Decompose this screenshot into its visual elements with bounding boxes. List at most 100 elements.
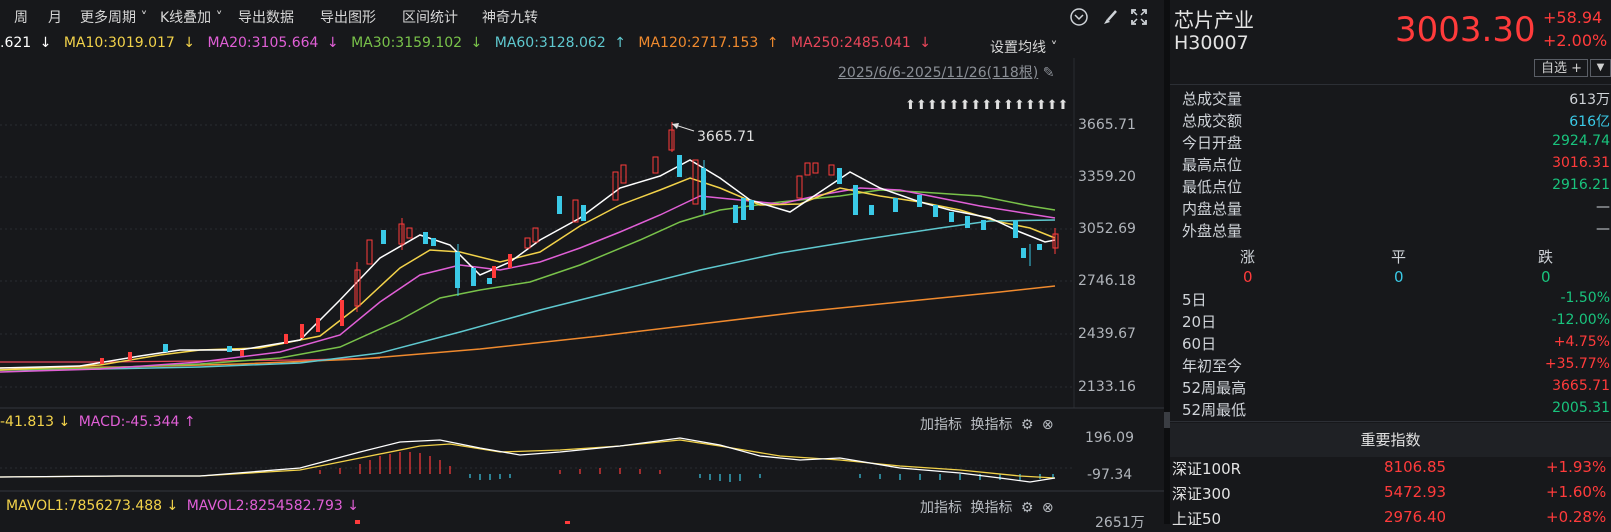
ma60-value: MA60:3128.062 ↑ — [494, 35, 626, 51]
up-count: 0 — [1243, 268, 1253, 286]
stat-value: 616亿 — [1569, 114, 1610, 130]
period-label: 20日 — [1182, 313, 1217, 331]
add-watchlist-button[interactable]: 自选 + — [1534, 59, 1588, 77]
stat-label: 外盘总量 — [1182, 222, 1243, 240]
period-week-button[interactable]: 周 — [14, 10, 28, 26]
period-label: 52周最低 — [1182, 401, 1247, 419]
ma-settings-button[interactable]: 设置均线 ˅ — [990, 37, 1057, 57]
export-data-button[interactable]: 导出数据 — [238, 10, 294, 26]
price-tick: 2746.18 — [1078, 273, 1136, 289]
high-point-label: 3665.71 — [697, 129, 755, 145]
close-icon[interactable]: ⊗ — [1041, 500, 1054, 516]
period-label: 5日 — [1182, 291, 1207, 309]
up-count-label: 涨 — [1240, 248, 1256, 266]
volume-axis-tick: 2651万 — [1095, 515, 1145, 531]
stat-value: — — [1596, 199, 1610, 215]
fullscreen-icon[interactable] — [1128, 6, 1150, 28]
kline-chart[interactable]: ⬆⬆⬆⬆⬆⬆⬆⬆⬆⬆⬆⬆⬆⬆⬆ — [0, 0, 1164, 524]
last-price: 3003.30 — [1395, 10, 1536, 50]
stat-label: 最高点位 — [1182, 156, 1243, 174]
range-stats-button[interactable]: 区间统计 — [402, 10, 458, 26]
add-indicator-button[interactable]: 加指标 — [920, 500, 962, 516]
kline-overlay-dropdown[interactable]: K线叠加 ˅ — [160, 7, 223, 27]
price-tick: 3665.71 — [1078, 117, 1136, 133]
indices-header: 重要指数 — [1170, 423, 1611, 457]
index-price: 5472.93 — [1384, 483, 1447, 501]
index-name[interactable]: 深证100R — [1172, 460, 1242, 478]
ma-settings-label: 设置均线 — [990, 40, 1046, 56]
index-price: 2976.40 — [1384, 508, 1447, 526]
divider — [1170, 84, 1611, 85]
add-indicator-button[interactable]: 加指标 — [920, 417, 962, 433]
gear-icon[interactable]: ⚙ — [1020, 417, 1034, 433]
stat-label: 今日开盘 — [1182, 134, 1243, 152]
ma5-value: .621 ↓ — [0, 35, 52, 51]
stat-label: 内盘总量 — [1182, 200, 1243, 218]
stat-label: 总成交量 — [1182, 90, 1243, 108]
volume-panel-actions: 加指标 换指标 ⚙ ⊗ — [920, 497, 1054, 517]
stock-code: H30007 — [1174, 32, 1249, 54]
down-count-label: 跌 — [1538, 248, 1554, 266]
price-tick: 2439.67 — [1078, 326, 1136, 342]
ma120-value: MA120:2717.153 ↑ — [638, 35, 779, 51]
stat-label: 总成交额 — [1182, 112, 1243, 130]
index-change-percent: +0.28% — [1546, 508, 1607, 526]
period-value: +35.77% — [1544, 356, 1610, 372]
macd-panel-actions: 加指标 换指标 ⚙ ⊗ — [920, 414, 1054, 434]
chevron-circle-icon[interactable] — [1068, 6, 1090, 28]
pin-icon[interactable]: ✎ — [1042, 65, 1055, 81]
macd-axis-tick: 196.09 — [1085, 430, 1134, 446]
brush-icon[interactable] — [1098, 6, 1120, 28]
swap-indicator-button[interactable]: 换指标 — [970, 500, 1013, 516]
index-name[interactable]: 深证300 — [1172, 485, 1231, 503]
export-image-button[interactable]: 导出图形 — [320, 10, 376, 26]
close-icon[interactable]: ⊗ — [1041, 417, 1054, 433]
ma10-value: MA10:3019.017 ↓ — [63, 35, 195, 51]
period-value: 3665.71 — [1552, 378, 1610, 394]
down-count: 0 — [1541, 268, 1551, 286]
magic-nine-markers: ⬆⬆⬆⬆⬆⬆⬆⬆⬆⬆⬆⬆⬆⬆⬆ — [905, 98, 1068, 113]
magic-nine-button[interactable]: 神奇九转 — [482, 10, 538, 26]
stat-value: 613万 — [1569, 92, 1610, 108]
date-range-text: 2025/6/6-2025/11/26(118根) — [838, 65, 1039, 81]
chart-toolbar: 周 月 更多周期 ˅ K线叠加 ˅ 导出数据 导出图形 区间统计 神奇九转 — [0, 0, 1168, 33]
index-change-percent: +1.60% — [1546, 483, 1607, 501]
price-tick: 3052.69 — [1078, 221, 1136, 237]
gear-icon[interactable]: ⚙ — [1020, 500, 1034, 516]
volume-legend: MAVOL1:7856273.488 ↓ MAVOL2:8254582.793 … — [6, 498, 359, 514]
price-change-percent: +2.00% — [1543, 31, 1608, 50]
watchlist-dropdown[interactable]: ▼ — [1590, 59, 1611, 77]
stat-value: 2924.74 — [1552, 133, 1610, 149]
index-price: 8106.85 — [1384, 458, 1447, 476]
period-label: 60日 — [1182, 335, 1217, 353]
dif-value: -41.813 ↓ — [0, 414, 71, 430]
period-label: 年初至今 — [1182, 357, 1243, 375]
stat-label: 最低点位 — [1182, 178, 1243, 196]
mavol2-value: MAVOL2:8254582.793 ↓ — [186, 498, 359, 514]
index-change-percent: +1.93% — [1546, 458, 1607, 476]
date-range-label: 2025/6/6-2025/11/26(118根) ✎ — [838, 62, 1054, 82]
price-change: +58.94 — [1543, 8, 1603, 27]
index-name[interactable]: 上证50 — [1172, 510, 1222, 528]
period-value: -1.50% — [1560, 290, 1610, 306]
macd-legend: -41.813 ↓ MACD:-45.344 ↑ — [0, 414, 196, 430]
period-month-button[interactable]: 月 — [48, 10, 62, 26]
mavol1-value: MAVOL1:7856273.488 ↓ — [6, 498, 179, 514]
period-value: 2005.31 — [1552, 400, 1610, 416]
stat-value: 2916.21 — [1552, 177, 1610, 193]
chevron-down-icon: ˅ — [211, 10, 223, 26]
ma-legend: .621 ↓ MA10:3019.017 ↓ MA20:3105.664 ↓ M… — [0, 35, 939, 57]
divider — [1170, 421, 1611, 422]
more-periods-dropdown[interactable]: 更多周期 ˅ — [80, 7, 147, 27]
ma250-value: MA250:2485.041 ↓ — [790, 35, 932, 51]
swap-indicator-button[interactable]: 换指标 — [970, 417, 1013, 433]
flat-count-label: 平 — [1391, 248, 1407, 266]
panel-splitter[interactable] — [1164, 0, 1170, 524]
period-label: 52周最高 — [1182, 379, 1247, 397]
ma30-value: MA30:3159.102 ↓ — [351, 35, 483, 51]
stat-value: — — [1596, 221, 1610, 237]
price-tick: 3359.20 — [1078, 169, 1136, 185]
chevron-down-icon: ˅ — [136, 10, 148, 26]
more-periods-label: 更多周期 — [80, 10, 136, 26]
ma20-value: MA20:3105.664 ↓ — [207, 35, 339, 51]
